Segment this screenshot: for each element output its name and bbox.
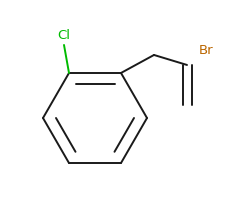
Text: Br: Br <box>199 44 214 57</box>
Text: Cl: Cl <box>58 29 71 42</box>
